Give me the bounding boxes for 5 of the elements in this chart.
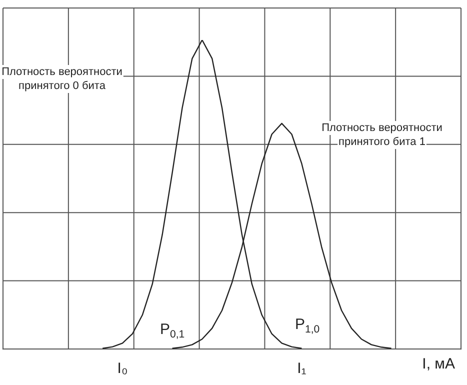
x-axis-title: I, мА (422, 356, 455, 373)
x-tick-label: I₀ (117, 360, 128, 378)
annotation: Плотность вероятности принятого бита 1 (322, 122, 442, 148)
x-tick-label: I₁ (297, 360, 306, 378)
annotation: Плотность вероятности принятого 0 бита (2, 66, 122, 92)
